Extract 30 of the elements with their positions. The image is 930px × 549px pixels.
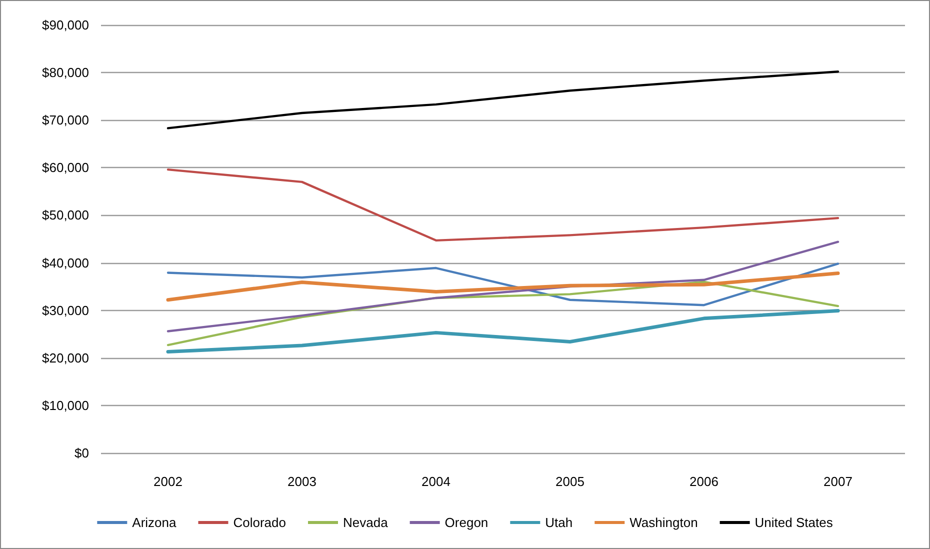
x-tick-label: 2007 — [824, 474, 852, 489]
legend-label: Oregon — [444, 515, 488, 530]
y-tick-label: $0 — [74, 446, 89, 460]
line-series — [166, 309, 840, 354]
y-tick-label: $10,000 — [42, 398, 89, 413]
y-tick-label: $70,000 — [42, 112, 89, 128]
y-tick-label: $60,000 — [42, 160, 89, 176]
legend-label: Nevada — [342, 515, 389, 530]
y-tick-label: $20,000 — [42, 350, 89, 366]
y-tick-label: $50,000 — [42, 208, 89, 223]
legend-label: Utah — [545, 515, 573, 530]
legend-label: United States — [754, 515, 834, 530]
legend-label: Arizona — [132, 515, 178, 530]
x-tick-label: 2005 — [556, 474, 584, 489]
x-tick-label: 2003 — [288, 474, 316, 489]
y-tick-label: $40,000 — [42, 255, 89, 270]
line-series — [166, 168, 840, 242]
line-series — [166, 70, 840, 130]
line-series — [166, 262, 840, 306]
x-tick-label: 2006 — [690, 474, 718, 489]
line-series — [166, 280, 840, 346]
line-series — [166, 240, 840, 332]
legend-label: Washington — [630, 515, 698, 530]
y-tick-label: $90,000 — [42, 18, 89, 32]
x-tick-label: 2004 — [422, 474, 450, 489]
x-tick-label: 2002 — [154, 474, 182, 489]
legend-label: Colorado — [233, 515, 286, 530]
y-tick-label: $30,000 — [42, 302, 89, 318]
line-series — [166, 271, 840, 302]
y-tick-label: $80,000 — [42, 65, 89, 80]
